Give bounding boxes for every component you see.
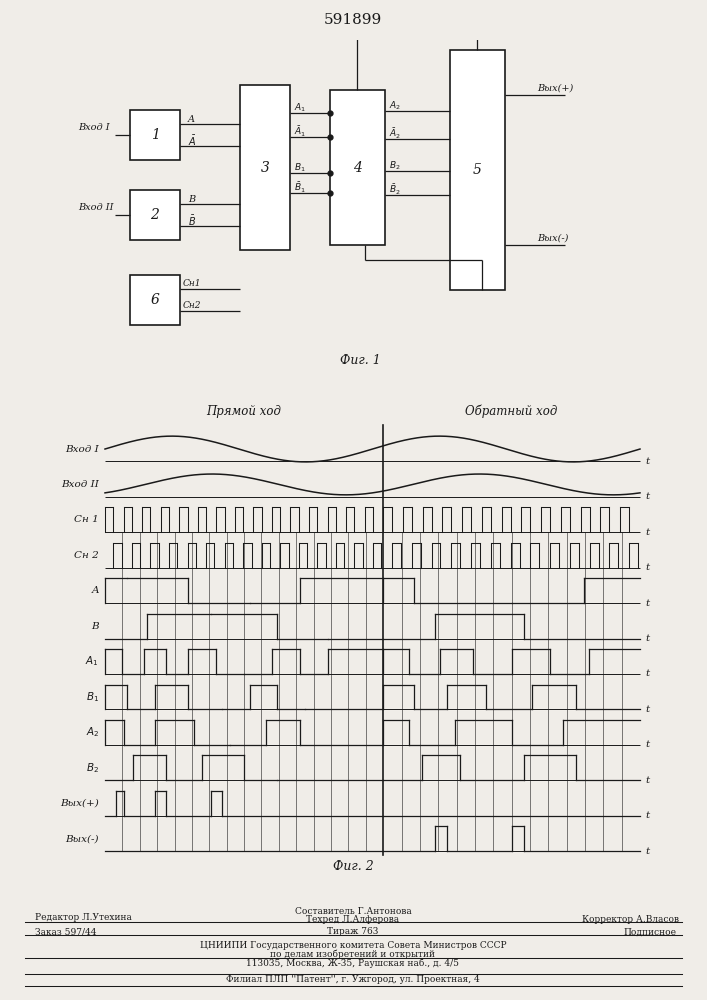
Text: по делам изобретений и открытий: по делам изобретений и открытий [271,949,436,959]
Text: $\bar{B}_1$: $\bar{B}_1$ [294,181,305,195]
Text: Фиг. 2: Фиг. 2 [332,859,373,872]
Text: $\bar{A}_2$: $\bar{A}_2$ [389,127,401,141]
FancyBboxPatch shape [330,90,385,245]
Text: $B_1$: $B_1$ [86,690,99,704]
Text: Составитель Г.Антонова: Составитель Г.Антонова [295,908,411,916]
Text: t: t [645,740,649,749]
Text: t: t [645,563,649,572]
Text: Вых(+): Вых(+) [537,84,573,93]
Text: t: t [645,528,649,537]
Text: B: B [188,194,195,204]
Text: 2: 2 [151,208,160,222]
Text: Фиг. 1: Фиг. 1 [339,354,380,366]
Text: B: B [91,622,99,631]
Text: t: t [645,846,649,856]
FancyBboxPatch shape [450,50,505,290]
Text: t: t [645,776,649,785]
Text: Подписное: Подписное [624,928,677,936]
Text: $A_2$: $A_2$ [86,725,99,739]
Text: A: A [188,114,195,123]
Text: t: t [645,457,649,466]
Text: $\bar{A}_1$: $\bar{A}_1$ [294,125,306,139]
Text: $A_1$: $A_1$ [86,655,99,668]
Text: ЦНИИПИ Государственного комитета Совета Министров СССР: ЦНИИПИ Государственного комитета Совета … [199,942,506,950]
Text: $B_2$: $B_2$ [389,160,401,172]
Text: Техред Л.Алферова: Техред Л.Алферова [306,916,399,924]
Text: $\bar{B}_2$: $\bar{B}_2$ [389,183,401,197]
Text: Заказ 597/44: Заказ 597/44 [35,928,96,936]
Text: Корректор А.Власов: Корректор А.Власов [581,916,679,924]
Text: 5: 5 [473,163,482,177]
Text: t: t [645,492,649,501]
Text: t: t [645,669,649,678]
Text: Обратный ход: Обратный ход [465,404,558,418]
Text: A: A [91,586,99,595]
Text: t: t [645,599,649,608]
Text: $\bar{A}$: $\bar{A}$ [188,134,197,148]
Text: $\bar{B}$: $\bar{B}$ [188,214,196,228]
Text: $A_1$: $A_1$ [294,102,306,114]
Text: Вход II: Вход II [78,204,114,213]
Text: $A_2$: $A_2$ [389,100,401,112]
Text: Сн2: Сн2 [183,302,201,310]
FancyBboxPatch shape [130,110,180,160]
Text: 113035, Москва, Ж-35, Раушская наб., д. 4/5: 113035, Москва, Ж-35, Раушская наб., д. … [247,958,460,968]
Text: Вход I: Вход I [65,445,99,454]
Text: 591899: 591899 [324,13,382,27]
Text: $B_1$: $B_1$ [294,162,305,174]
Text: Вход II: Вход II [61,480,99,489]
Text: 6: 6 [151,293,160,307]
Text: 1: 1 [151,128,160,142]
Text: t: t [645,705,649,714]
Text: t: t [645,811,649,820]
Text: Сн 1: Сн 1 [74,515,99,524]
Text: Вых(-): Вых(-) [537,233,568,242]
FancyBboxPatch shape [240,85,290,250]
Text: 3: 3 [261,160,269,174]
Text: Прямой ход: Прямой ход [206,405,281,418]
FancyBboxPatch shape [130,275,180,325]
Text: Сн 2: Сн 2 [74,551,99,560]
Text: 4: 4 [353,160,362,174]
Text: Редактор Л.Утехина: Редактор Л.Утехина [35,914,132,922]
Text: Сн1: Сн1 [183,279,201,288]
Text: $B_2$: $B_2$ [86,761,99,775]
Text: Вых(+): Вых(+) [60,799,99,808]
Text: Тираж 763: Тираж 763 [327,928,379,936]
Text: Филиал ПЛП ''Патент'', г. Ужгород, ул. Проектная, 4: Филиал ПЛП ''Патент'', г. Ужгород, ул. П… [226,976,480,984]
Text: Вых(-): Вых(-) [66,834,99,843]
Text: Вход I: Вход I [78,123,110,132]
Text: t: t [645,634,649,643]
FancyBboxPatch shape [130,190,180,240]
